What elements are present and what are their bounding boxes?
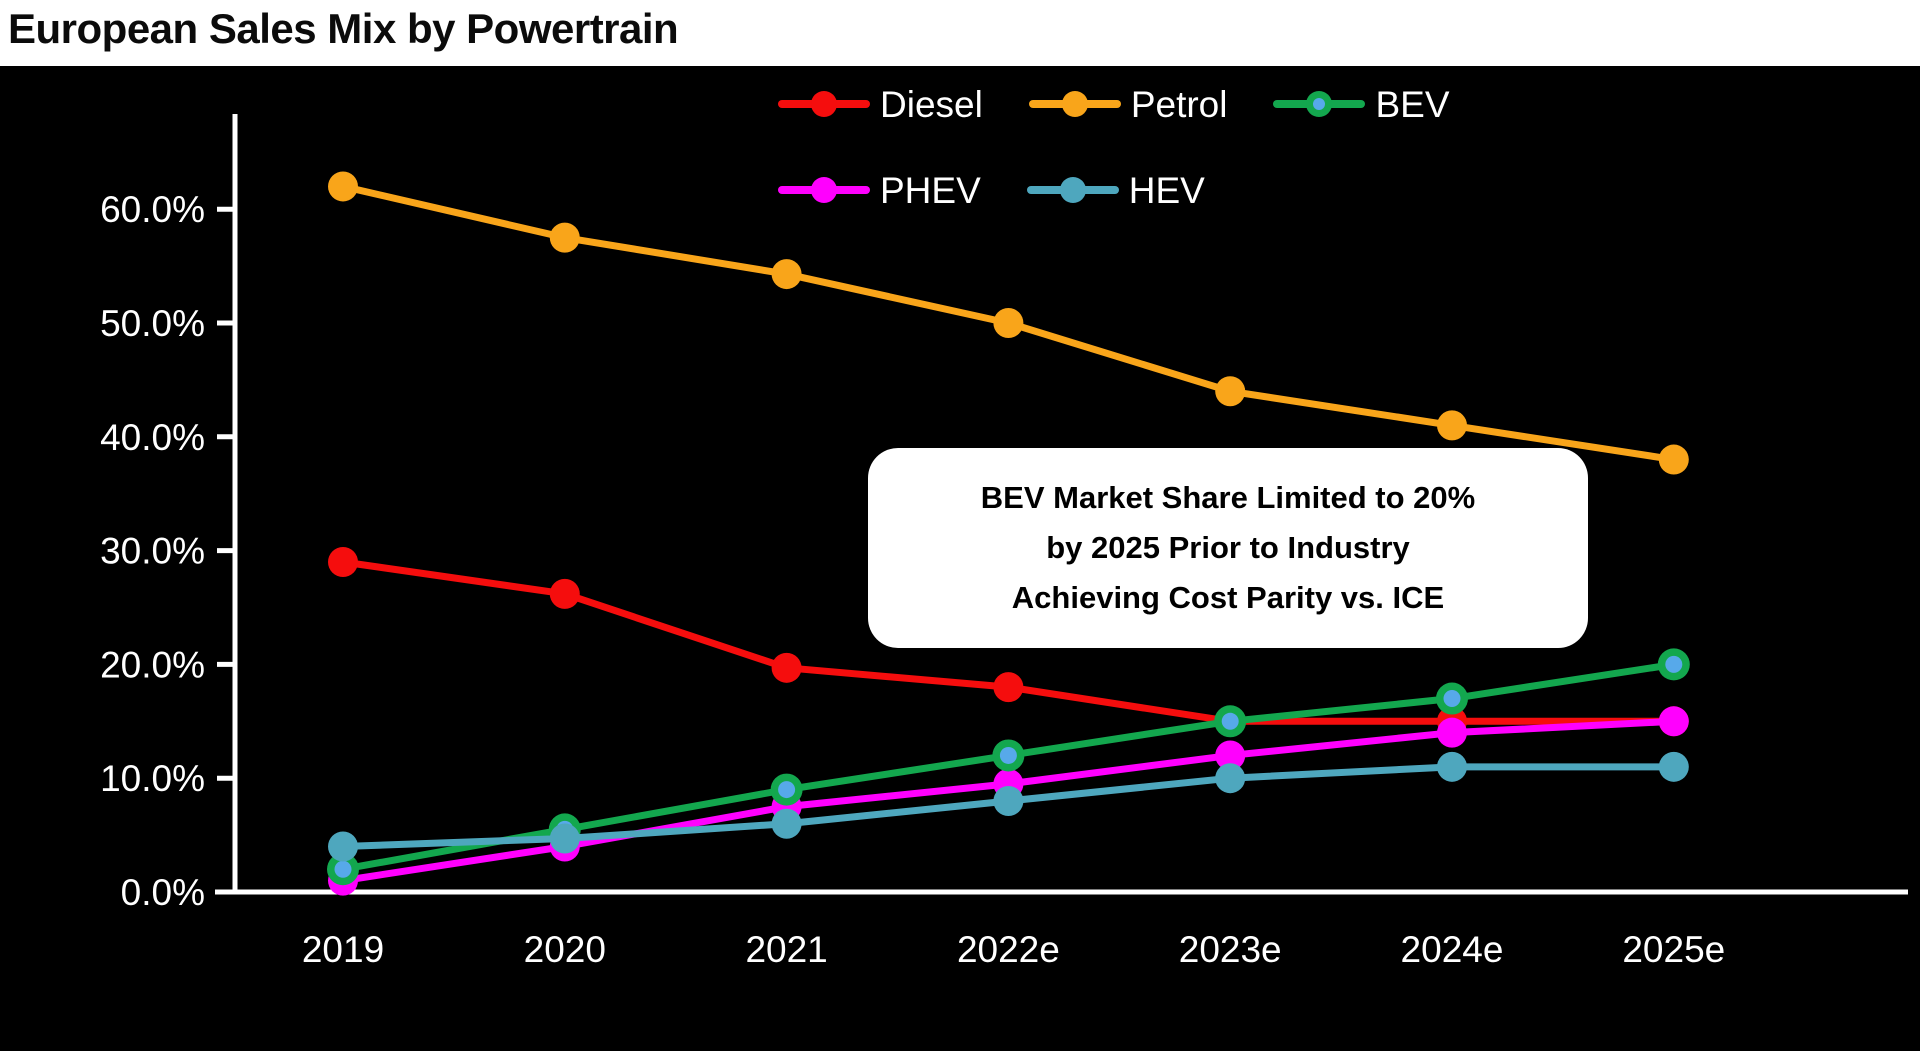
x-label-2022e: 2022e — [957, 929, 1060, 970]
marker-hev-2020 — [549, 823, 580, 854]
hev-line-marker-icon — [1026, 175, 1119, 205]
petrol-line-marker-icon — [1028, 89, 1121, 119]
marker-center-bev-2024e — [1443, 690, 1461, 708]
marker-diesel-2021 — [771, 652, 802, 683]
marker-hev-2025e — [1658, 751, 1689, 782]
phev-line-marker-icon — [778, 175, 870, 205]
legend-item-bev: BEV — [1273, 83, 1450, 125]
y-tick-label-50: 50.0% — [100, 303, 205, 344]
legend-label-bev: BEV — [1375, 83, 1450, 125]
legend-label-diesel: Diesel — [880, 83, 983, 125]
legend-label-hev: HEV — [1128, 169, 1205, 211]
page-title: European Sales Mix by Powertrain — [8, 5, 679, 52]
marker-center-bev-2025e — [1665, 655, 1683, 673]
marker-hev-2022e — [993, 785, 1024, 816]
x-label-2023e: 2023e — [1179, 929, 1282, 970]
y-tick-label-40: 40.0% — [100, 417, 205, 458]
marker-petrol-2024e — [1437, 410, 1467, 441]
marker-petrol-2023e — [1215, 376, 1246, 407]
y-tick-label-60: 60.0% — [100, 189, 205, 230]
marker-hev-2021 — [771, 808, 802, 839]
legend-row-2: PHEV HEV — [778, 164, 1450, 216]
marker-petrol-2022e — [993, 308, 1024, 338]
annotation-line-3: Achieving Cost Parity vs. ICE — [1011, 580, 1445, 615]
legend-label-phev: PHEV — [880, 169, 981, 211]
legend-label-petrol: Petrol — [1130, 83, 1228, 125]
marker-phev-2023e — [1215, 740, 1246, 771]
annotation-line-1: BEV Market Share Limited to 20% — [980, 480, 1476, 515]
marker-center-bev-2023e — [1221, 712, 1239, 730]
y-tick-label-10: 10.0% — [100, 758, 205, 799]
marker-petrol-2020 — [549, 222, 580, 253]
x-label-2020: 2020 — [524, 929, 606, 970]
x-label-2021: 2021 — [745, 929, 827, 970]
marker-center-bev-2022e — [999, 746, 1017, 764]
y-tick-label-0: 0.0% — [121, 872, 205, 913]
y-tick-label-20: 20.0% — [100, 644, 205, 685]
marker-diesel-2020 — [549, 578, 580, 609]
x-label-2024e: 2024e — [1401, 929, 1504, 970]
marker-diesel-2022e — [993, 672, 1024, 703]
legend-item-petrol: Petrol — [1028, 83, 1228, 125]
annotation-callout: BEV Market Share Limited to 20% by 2025 … — [868, 448, 1588, 648]
legend-row-1: Diesel Petrol BEV — [778, 78, 1450, 130]
bev-line-marker-icon — [1273, 89, 1366, 119]
chart-legend: Diesel Petrol BEV — [778, 78, 1450, 250]
legend-item-hev: HEV — [1026, 169, 1205, 211]
title-bar: European Sales Mix by Powertrain — [0, 0, 1920, 66]
marker-hev-2024e — [1437, 751, 1467, 782]
marker-phev-2024e — [1437, 717, 1467, 748]
line-chart: 60.0% 50.0% 40.0% 30.0% 20.0% 10.0% 0.0% 2019 20… — [100, 114, 1908, 970]
marker-petrol-2025e — [1658, 444, 1689, 475]
annotation-line-2: by 2025 Prior to Industry — [1046, 530, 1410, 565]
marker-phev-2025e — [1658, 706, 1689, 737]
diesel-line-marker-icon — [778, 89, 870, 119]
legend-item-phev: PHEV — [778, 172, 981, 209]
marker-hev-2023e — [1215, 763, 1246, 794]
y-tick-label-30: 30.0% — [100, 531, 205, 572]
marker-petrol-2021 — [771, 259, 802, 290]
marker-hev-2019 — [328, 831, 358, 862]
legend-item-diesel: Diesel — [778, 86, 983, 123]
x-label-2019: 2019 — [302, 929, 384, 970]
marker-diesel-2019 — [328, 546, 358, 577]
marker-center-bev-2021 — [778, 781, 796, 799]
marker-petrol-2019 — [328, 171, 358, 202]
marker-center-bev-2019 — [334, 860, 352, 878]
x-label-2025e: 2025e — [1622, 929, 1725, 970]
chart-area: 60.0% 50.0% 40.0% 30.0% 20.0% 10.0% 0.0% 2019 20… — [0, 66, 1920, 1051]
